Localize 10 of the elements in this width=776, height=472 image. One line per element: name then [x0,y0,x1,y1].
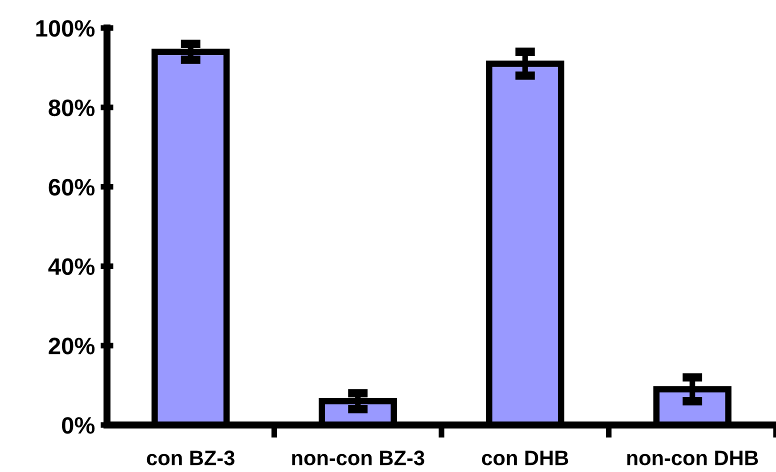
x-tick-label: non-con BZ-3 [292,450,424,466]
y-tick-label: 80% [48,99,95,116]
x-tick-label: non-con DHB [627,450,758,466]
x-tick-label: con BZ-3 [146,450,234,466]
y-tick-label: 60% [48,178,95,196]
x-tick-label: con DHB [482,450,568,466]
y-tick-label: 100% [36,20,95,37]
y-tick-label: 40% [48,258,95,275]
y-tick-label: 20% [48,338,95,354]
y-tick-label: 0% [62,417,95,434]
